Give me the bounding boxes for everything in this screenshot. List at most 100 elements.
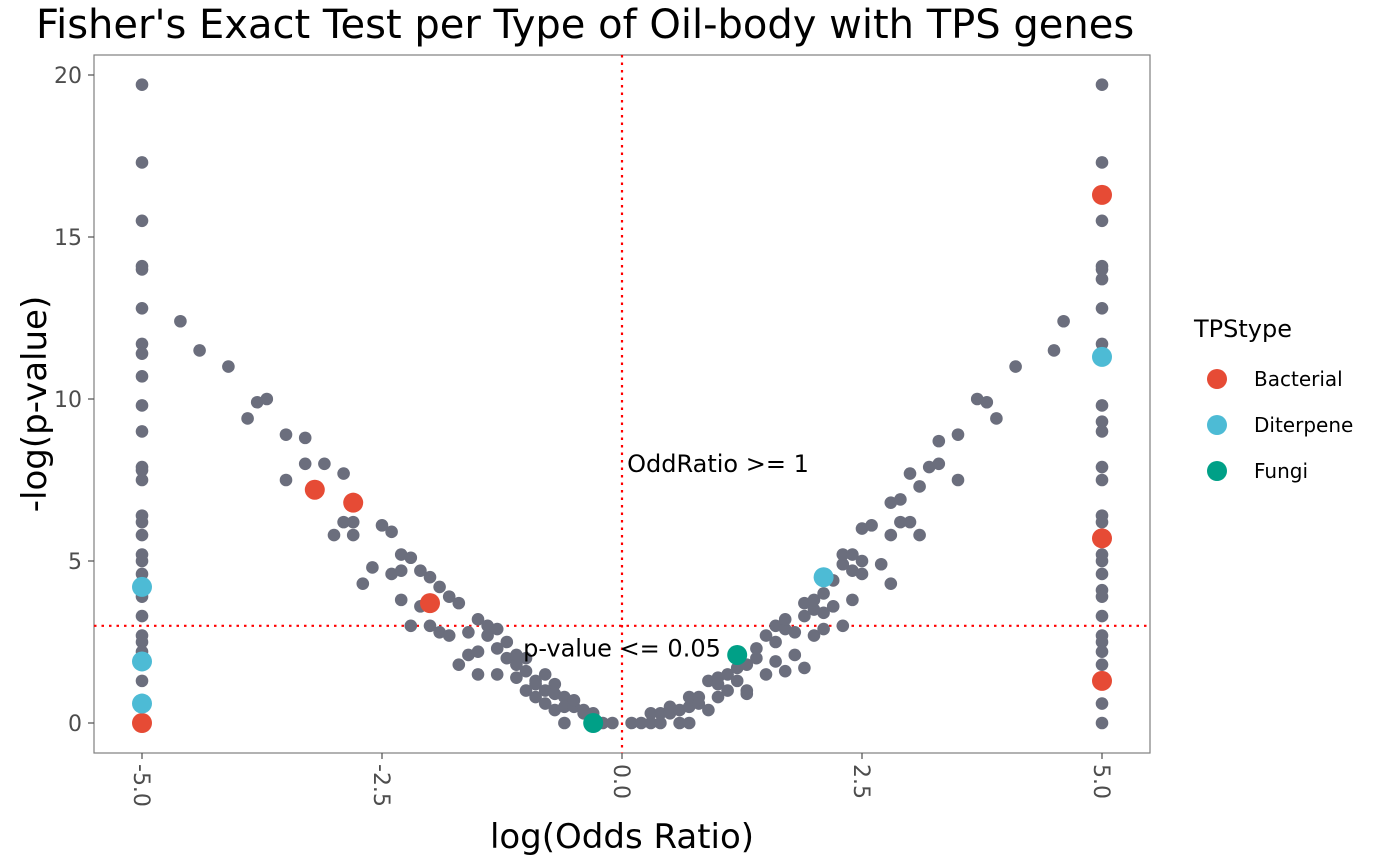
background-point	[423, 570, 437, 584]
background-point	[1095, 272, 1109, 286]
background-point	[135, 399, 149, 412]
background-point	[750, 642, 763, 655]
background-point	[135, 337, 149, 351]
x-tick-label: -5.0	[128, 764, 153, 807]
background-point	[135, 78, 149, 92]
point-fungi	[583, 713, 604, 733]
background-point	[778, 664, 792, 678]
background-point	[318, 457, 331, 471]
background-point	[884, 496, 898, 509]
x-tick-label: 5.0	[1088, 764, 1113, 799]
background-point	[135, 463, 149, 477]
background-point	[538, 684, 552, 697]
point-diterpene	[1092, 346, 1112, 367]
y-tick-label: 0	[68, 712, 82, 737]
background-point	[135, 674, 149, 688]
background-point	[193, 344, 206, 357]
background-point	[500, 651, 514, 665]
background-point	[135, 554, 149, 568]
background-point	[356, 577, 370, 590]
background-point	[673, 703, 686, 717]
background-point	[778, 613, 792, 626]
reference-lines	[94, 55, 1150, 753]
background-point	[510, 648, 523, 662]
background-point	[788, 625, 802, 639]
legend-items: Bacterial Diterpene Fungi	[1207, 367, 1353, 483]
x-axis: -5.0 -2.5 0.0 2.5 5.0	[128, 753, 1113, 807]
background-point	[548, 677, 562, 691]
background-point	[337, 515, 350, 529]
plot-area: OddRatio >= 1 p-value <= 0.05	[93, 54, 1151, 754]
background-point	[817, 587, 830, 600]
x-tick-label: -2.5	[368, 764, 393, 807]
background-point	[1095, 214, 1109, 228]
background-point	[222, 360, 235, 373]
background-point	[903, 467, 917, 480]
background-point	[1095, 415, 1109, 428]
background-point	[500, 635, 514, 649]
background-point	[894, 493, 907, 506]
background-point	[510, 671, 523, 684]
point-diterpene	[132, 651, 152, 672]
background-point	[1095, 645, 1109, 659]
background-point	[836, 619, 850, 633]
background-point	[404, 551, 418, 565]
background-point	[606, 716, 619, 730]
background-point	[241, 412, 254, 425]
background-point	[836, 557, 850, 571]
background-point	[692, 697, 706, 710]
legend-label-bacterial: Bacterial	[1254, 367, 1343, 391]
background-point	[490, 668, 504, 681]
background-point	[663, 700, 677, 714]
background-point	[433, 625, 446, 639]
background-point	[327, 528, 341, 542]
background-point	[548, 687, 562, 701]
background-point	[730, 661, 744, 675]
background-point	[1095, 263, 1109, 276]
background-point	[529, 677, 542, 691]
background-point	[385, 567, 398, 581]
background-point	[519, 684, 533, 697]
y-axis: 0 5 10 15 20	[54, 64, 94, 737]
legend-label-diterpene: Diterpene	[1254, 413, 1353, 437]
background-point	[452, 658, 466, 671]
background-point	[135, 214, 149, 228]
background-point	[394, 564, 408, 578]
background-point	[654, 716, 667, 730]
background-point	[807, 629, 821, 642]
background-point	[884, 577, 898, 590]
point-bacterial	[1092, 184, 1112, 205]
background-point	[721, 684, 734, 697]
point-bacterial	[1092, 670, 1112, 691]
background-point	[1095, 590, 1109, 603]
background-point	[711, 671, 725, 684]
background-point	[798, 609, 811, 623]
x-axis-title: log(Odds Ratio)	[490, 817, 754, 857]
background-point	[135, 567, 149, 581]
background-point	[135, 473, 149, 487]
x-tick-label: 0.0	[608, 764, 633, 799]
background-point	[423, 619, 437, 633]
background-point	[903, 515, 917, 529]
background-point	[740, 687, 754, 701]
background-point	[846, 564, 859, 578]
background-point	[1095, 716, 1109, 730]
background-point	[135, 370, 149, 383]
background-point	[510, 658, 523, 671]
background-point	[644, 716, 658, 730]
background-point	[980, 395, 994, 409]
background-point	[951, 473, 965, 487]
annotation-p-value: p-value <= 0.05	[523, 634, 721, 662]
legend-key-diterpene	[1207, 415, 1227, 435]
background-point	[769, 635, 782, 649]
background-point	[538, 697, 552, 710]
background-point	[702, 674, 715, 688]
background-point	[750, 651, 763, 665]
background-point	[462, 648, 475, 662]
background-point	[798, 596, 811, 610]
background-point	[250, 395, 264, 409]
background-point	[1095, 156, 1109, 169]
background-point	[932, 434, 946, 448]
background-point	[135, 515, 149, 529]
background-point	[433, 580, 446, 594]
